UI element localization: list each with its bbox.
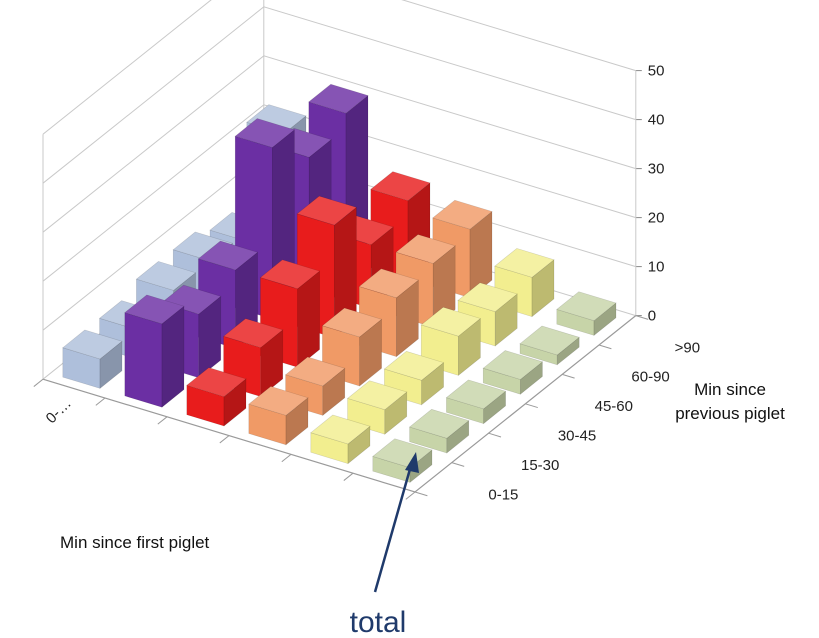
- bar-top-face: [310, 414, 371, 445]
- bars: [62, 83, 617, 484]
- bar-top-face: [135, 261, 197, 291]
- bar-top-face: [321, 307, 383, 338]
- bar-series2-cat0: [248, 386, 309, 446]
- chart-walls: [43, 0, 636, 380]
- bar-top-face: [186, 367, 247, 397]
- z-tick-label: 0: [648, 308, 656, 325]
- bar-series5-cat0: [62, 329, 123, 390]
- bar-top-face: [62, 329, 123, 360]
- bar-top-face: [346, 380, 408, 411]
- bar-top-face: [519, 325, 580, 356]
- bar-top-face: [370, 171, 431, 201]
- x-axis-tick-labels: 0-…: [43, 395, 75, 427]
- y-tick-label: 0-15: [488, 486, 518, 503]
- bar-top-face: [494, 248, 555, 278]
- y-tick-mark: [488, 432, 502, 438]
- y-tick-label: >90: [675, 339, 700, 356]
- bar-top-face: [482, 350, 544, 380]
- x-tick-mark: [33, 378, 44, 387]
- y-tick-label: 15-30: [521, 457, 559, 474]
- y-axis-title: Min since previous piglet: [675, 380, 785, 423]
- bar-top-face: [408, 408, 470, 439]
- bar-top-face: [222, 318, 284, 348]
- bar-series0-cat3: [482, 350, 544, 395]
- bar-top-face: [284, 356, 346, 387]
- x-tick-mark: [343, 472, 354, 481]
- z-tick-label: 50: [648, 63, 665, 80]
- y-tick-mark: [562, 373, 575, 379]
- bar-top-face: [259, 259, 321, 290]
- bar-series1-cat1: [346, 380, 408, 435]
- bar-series4-cat0: [124, 294, 185, 408]
- y-tick-mark: [635, 315, 649, 320]
- bar-top-face: [358, 268, 420, 299]
- y-tick-label: 60-90: [631, 369, 669, 386]
- bar-series0-cat2: [445, 379, 507, 425]
- bar-series0-cat5: [556, 291, 617, 337]
- bar-top-face: [124, 294, 185, 325]
- x-tick-mark: [157, 416, 168, 425]
- bar-series0-cat1: [408, 408, 470, 454]
- side-wall: [43, 0, 264, 380]
- z-tick-label: 10: [648, 259, 665, 276]
- bar-top-face: [197, 240, 259, 271]
- z-tick-label: 40: [648, 112, 665, 129]
- x-tick-label: 0-…: [43, 395, 75, 427]
- annotation-arrow: [373, 452, 419, 593]
- back-wall: [263, 0, 636, 316]
- x-tick-mark: [95, 397, 106, 406]
- bar-series3-cat0: [186, 367, 247, 427]
- bar-top-face: [432, 199, 493, 230]
- z-tick-label: 20: [648, 210, 665, 227]
- x-tick-mark: [405, 491, 416, 500]
- bar-top-face: [248, 386, 309, 416]
- bar-top-face: [457, 282, 518, 313]
- z-axis-tick-labels: 0 10 20 30 40 50: [648, 63, 665, 325]
- gridline-z: [42, 0, 636, 135]
- y-tick-mark: [451, 462, 465, 467]
- x-tick-mark: [219, 435, 230, 444]
- bar-top-face: [234, 118, 296, 148]
- bar-top-face: [556, 291, 617, 322]
- chart-floor: [33, 315, 649, 500]
- x-tick-mark: [281, 454, 292, 463]
- bar-top-face: [383, 350, 445, 381]
- bar-series1-cat0: [310, 414, 371, 465]
- z-tick-label: 30: [648, 161, 665, 178]
- y-tick-mark: [598, 344, 612, 350]
- bar-series0-cat4: [519, 325, 580, 366]
- y-tick-label: 30-45: [558, 428, 596, 445]
- bar-series1-cat3: [420, 306, 482, 377]
- y-tick-label: 45-60: [595, 398, 633, 415]
- y-tick-mark: [414, 491, 428, 497]
- bar-top-face: [296, 195, 358, 226]
- bar-top-face: [445, 379, 507, 410]
- bar-top-face: [308, 83, 369, 114]
- bar-top-face: [420, 306, 482, 337]
- annotation-label: total: [350, 606, 407, 638]
- bar-front-face: [124, 312, 163, 408]
- y-tick-mark: [525, 403, 538, 409]
- x-axis-title: Min since first piglet: [60, 533, 210, 552]
- bar-top-face: [395, 234, 456, 264]
